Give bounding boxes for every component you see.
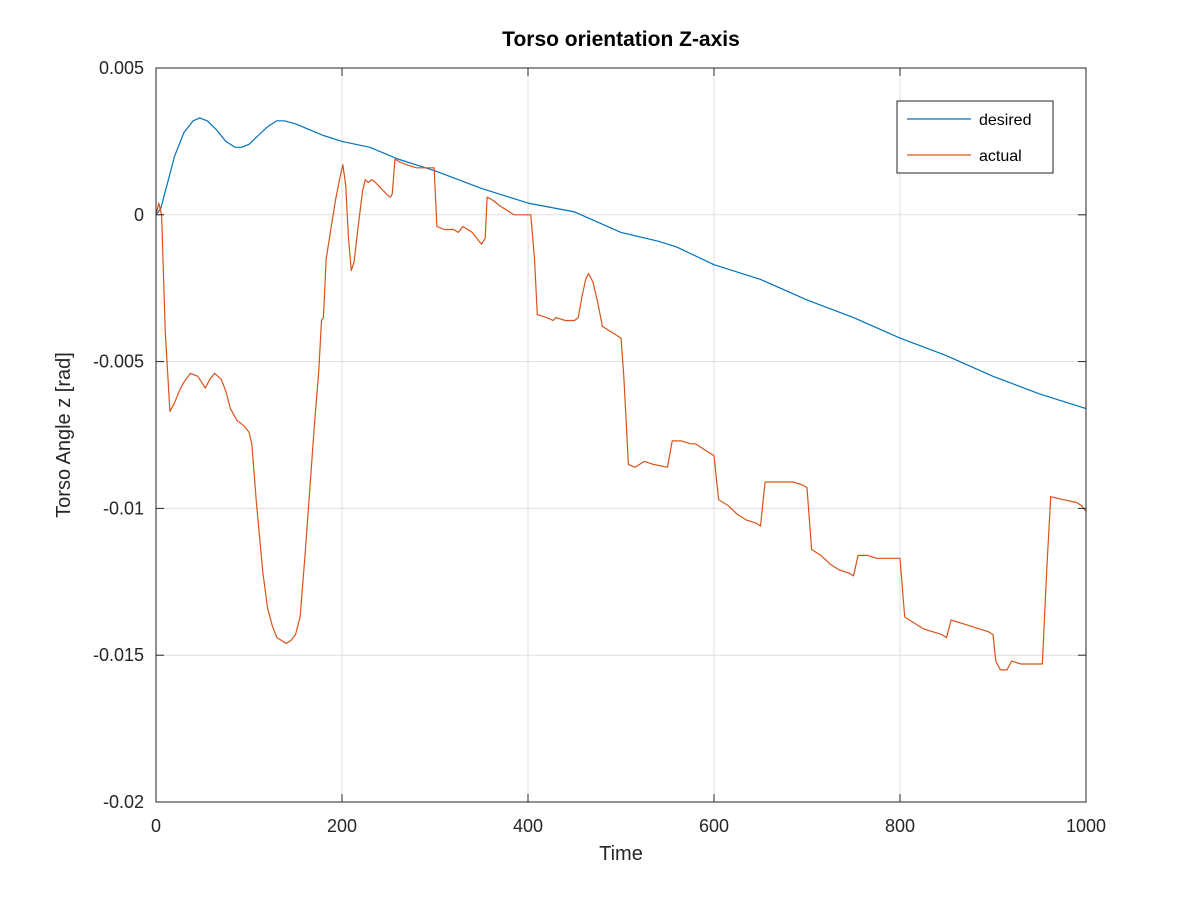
plot-frame [155, 67, 1087, 803]
x-tick-label: 0 [151, 816, 161, 836]
y-tick-label: -0.015 [93, 645, 144, 665]
y-tick-label: -0.02 [103, 792, 144, 812]
axis-ticks: 0 200 400 600 800 1000 -0.02 -0.015 -0.01 -0.005 0… [93, 58, 1106, 836]
x-tick-label: 400 [513, 816, 543, 836]
series-line-desired [155, 117, 1087, 410]
y-tick-label: 0 [134, 205, 144, 225]
x-tick-label: 200 [327, 816, 357, 836]
chart-title: Torso orientation Z-axis [502, 28, 740, 51]
y-axis-label: Torso Angle z [rad] [53, 352, 75, 518]
plot-area [156, 68, 1086, 802]
legend-label-actual: actual [979, 148, 1022, 165]
series-group [155, 117, 1087, 671]
legend-label-desired: desired [979, 112, 1031, 129]
x-tick-label: 1000 [1066, 816, 1106, 836]
y-tick-label: -0.005 [93, 352, 144, 372]
x-tick-label: 600 [699, 816, 729, 836]
legend: desired actual [896, 100, 1054, 174]
legend-box [896, 100, 1054, 174]
series-line-actual [155, 158, 1087, 671]
x-axis-label: Time [599, 843, 643, 865]
grid [155, 67, 1087, 803]
x-tick-label: 800 [885, 816, 915, 836]
y-tick-label: -0.01 [103, 498, 144, 518]
y-tick-label: 0.005 [99, 58, 144, 78]
